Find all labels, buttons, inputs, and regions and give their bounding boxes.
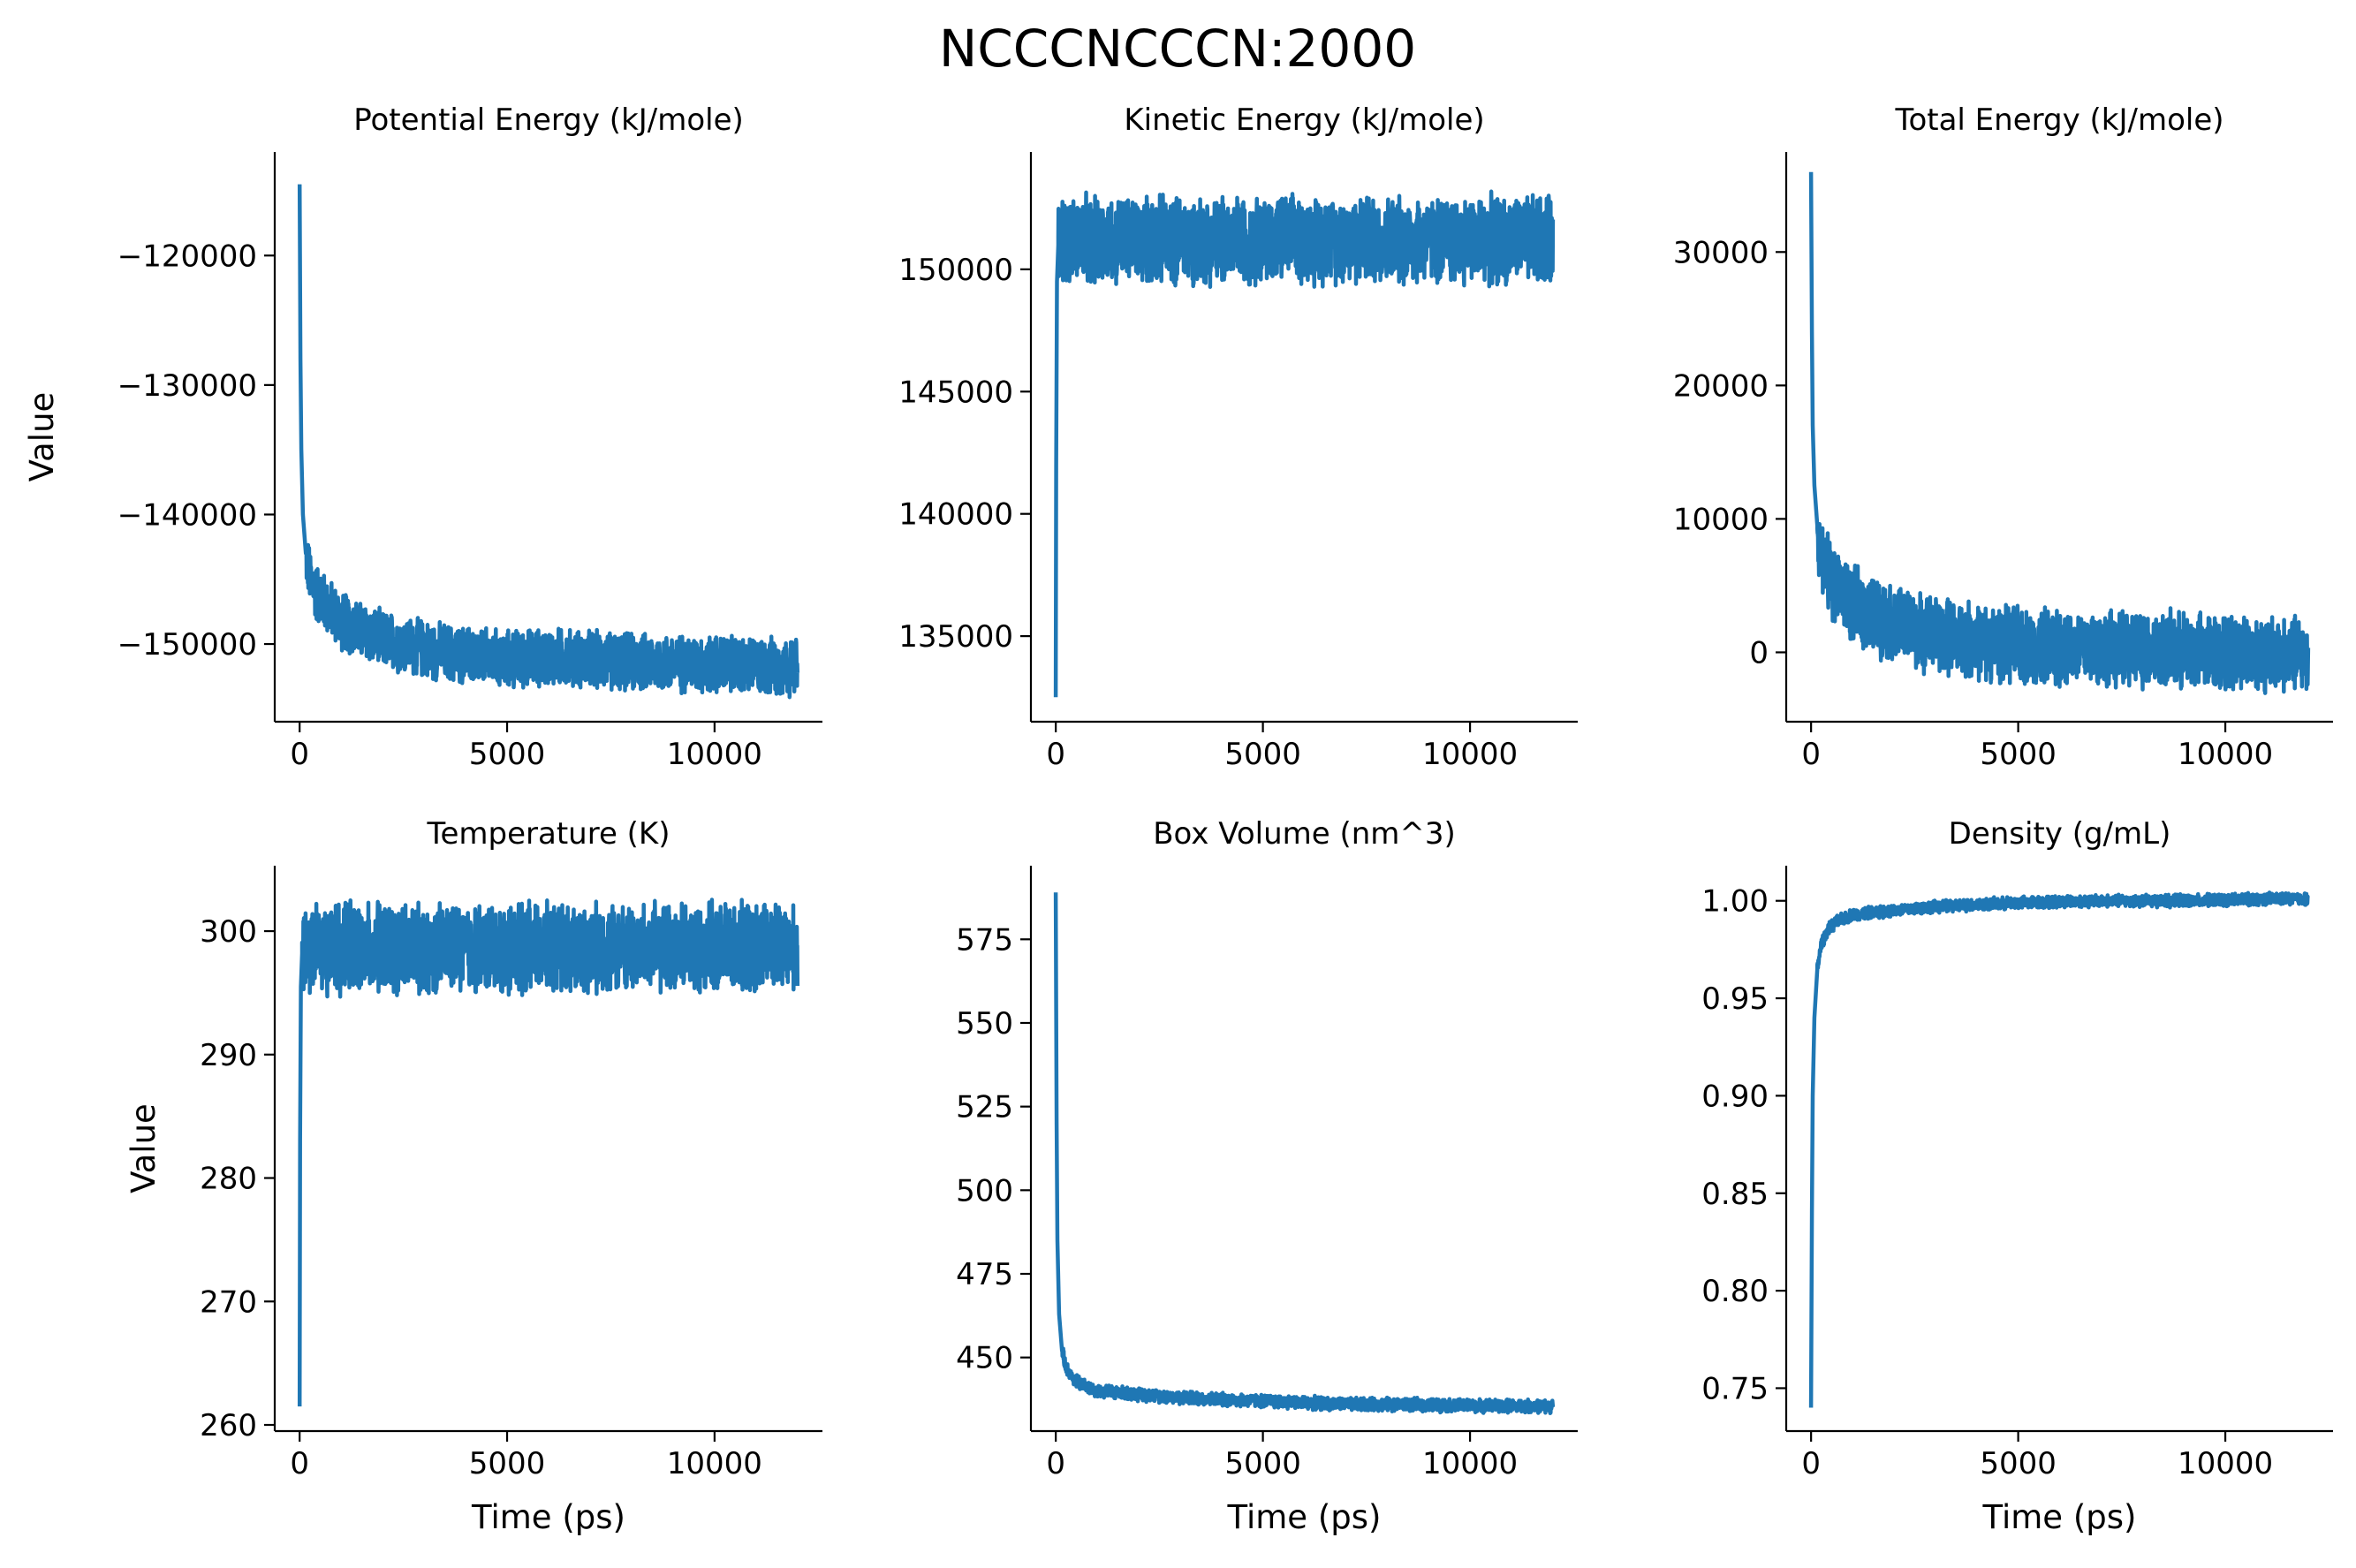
y-tick-label: −140000 — [117, 497, 257, 533]
y-tick-label: 550 — [956, 1006, 1013, 1042]
panel-title-kinetic-energy: Kinetic Energy (kJ/mole) — [1124, 102, 1484, 138]
series-line-kinetic-energy — [1053, 189, 1556, 698]
y-tick-label: 0 — [1749, 635, 1769, 670]
panel-kinetic-energy: Kinetic Energy (kJ/mole) 0 5000 10000 135000… — [898, 102, 1578, 772]
x-axis-label: Time (ps) — [1227, 1498, 1382, 1536]
y-tick-label: 280 — [200, 1162, 257, 1197]
y-tick-label: 575 — [956, 922, 1013, 958]
x-tick-label: 10000 — [2178, 737, 2273, 772]
series-line-box-volume — [1053, 892, 1556, 1415]
x-tick-label: 10000 — [1422, 737, 1518, 772]
y-tick-label: −150000 — [117, 627, 257, 663]
panel-title-density: Density (g/mL) — [1949, 816, 2171, 852]
x-tick-label: 0 — [1801, 737, 1821, 772]
x-tick-label: 10000 — [667, 1446, 762, 1481]
y-tick-label: 150000 — [898, 253, 1013, 288]
x-tick-label: 0 — [1046, 1446, 1065, 1481]
series-line-density — [1808, 890, 2310, 1408]
y-tick-label: −130000 — [117, 368, 257, 404]
x-axis-label: Time (ps) — [1982, 1498, 2137, 1536]
series-line-potential-energy — [297, 184, 800, 700]
x-tick-label: 0 — [290, 737, 309, 772]
panel-title-temperature: Temperature (K) — [426, 816, 670, 852]
x-tick-label: 5000 — [469, 1446, 546, 1481]
panel-title-box-volume: Box Volume (nm^3) — [1153, 816, 1456, 852]
y-tick-label: 525 — [956, 1090, 1013, 1125]
panel-title-potential-energy: Potential Energy (kJ/mole) — [353, 102, 744, 138]
y-tick-label: 145000 — [898, 375, 1013, 410]
x-tick-label: 10000 — [667, 737, 762, 772]
y-tick-label: 140000 — [898, 497, 1013, 533]
y-axis-label: Value — [23, 392, 61, 482]
panel-total-energy: Total Energy (kJ/mole) 0 5000 10000 0 10000 20… — [1673, 102, 2333, 772]
series-line-temperature — [297, 898, 800, 1407]
y-tick-label: 135000 — [898, 619, 1013, 655]
y-tick-label: 260 — [200, 1408, 257, 1443]
x-tick-label: 10000 — [2178, 1446, 2273, 1481]
y-tick-label: 0.80 — [1701, 1274, 1769, 1309]
y-tick-label: 30000 — [1673, 235, 1769, 270]
x-tick-label: 0 — [290, 1446, 309, 1481]
x-tick-label: 5000 — [1224, 1446, 1301, 1481]
figure-title: NCCCNCCCN:2000 — [939, 19, 1416, 79]
panel-title-total-energy: Total Energy (kJ/mole) — [1894, 102, 2223, 138]
panel-temperature: Temperature (K) 0 5000 10000 260 270 280 290 300… — [125, 816, 822, 1536]
y-tick-label: 10000 — [1673, 502, 1769, 537]
y-tick-label: 20000 — [1673, 368, 1769, 404]
x-tick-label: 5000 — [1224, 737, 1301, 772]
y-tick-label: 270 — [200, 1284, 257, 1320]
y-tick-label: 300 — [200, 914, 257, 950]
y-tick-label: 0.95 — [1701, 981, 1769, 1017]
y-tick-label: 0.85 — [1701, 1177, 1769, 1212]
panel-density: Density (g/mL) 0 5000 10000 0.75 0.80 0.85 0.90… — [1701, 816, 2333, 1536]
y-tick-label: 290 — [200, 1038, 257, 1073]
x-tick-label: 5000 — [469, 737, 546, 772]
y-tick-label: 500 — [956, 1173, 1013, 1208]
x-tick-label: 5000 — [1980, 737, 2057, 772]
y-tick-label: 1.00 — [1701, 884, 1769, 920]
y-tick-label: 450 — [956, 1341, 1013, 1376]
y-axis-label: Value — [125, 1103, 163, 1193]
panel-box-volume: Box Volume (nm^3) 0 5000 10000 450 475 500 525 5… — [956, 816, 1578, 1536]
y-tick-label: 475 — [956, 1257, 1013, 1292]
x-tick-label: 10000 — [1422, 1446, 1518, 1481]
x-tick-label: 0 — [1046, 737, 1065, 772]
series-line-total-energy — [1808, 171, 2311, 695]
x-tick-label: 5000 — [1980, 1446, 2057, 1481]
y-tick-label: 0.90 — [1701, 1079, 1769, 1114]
x-axis-label: Time (ps) — [471, 1498, 625, 1536]
y-tick-label: 0.75 — [1701, 1371, 1769, 1406]
y-tick-label: −120000 — [117, 239, 257, 274]
x-tick-label: 0 — [1801, 1446, 1821, 1481]
panel-potential-energy: Potential Energy (kJ/mole) 0 5000 10000 −150… — [23, 102, 822, 772]
